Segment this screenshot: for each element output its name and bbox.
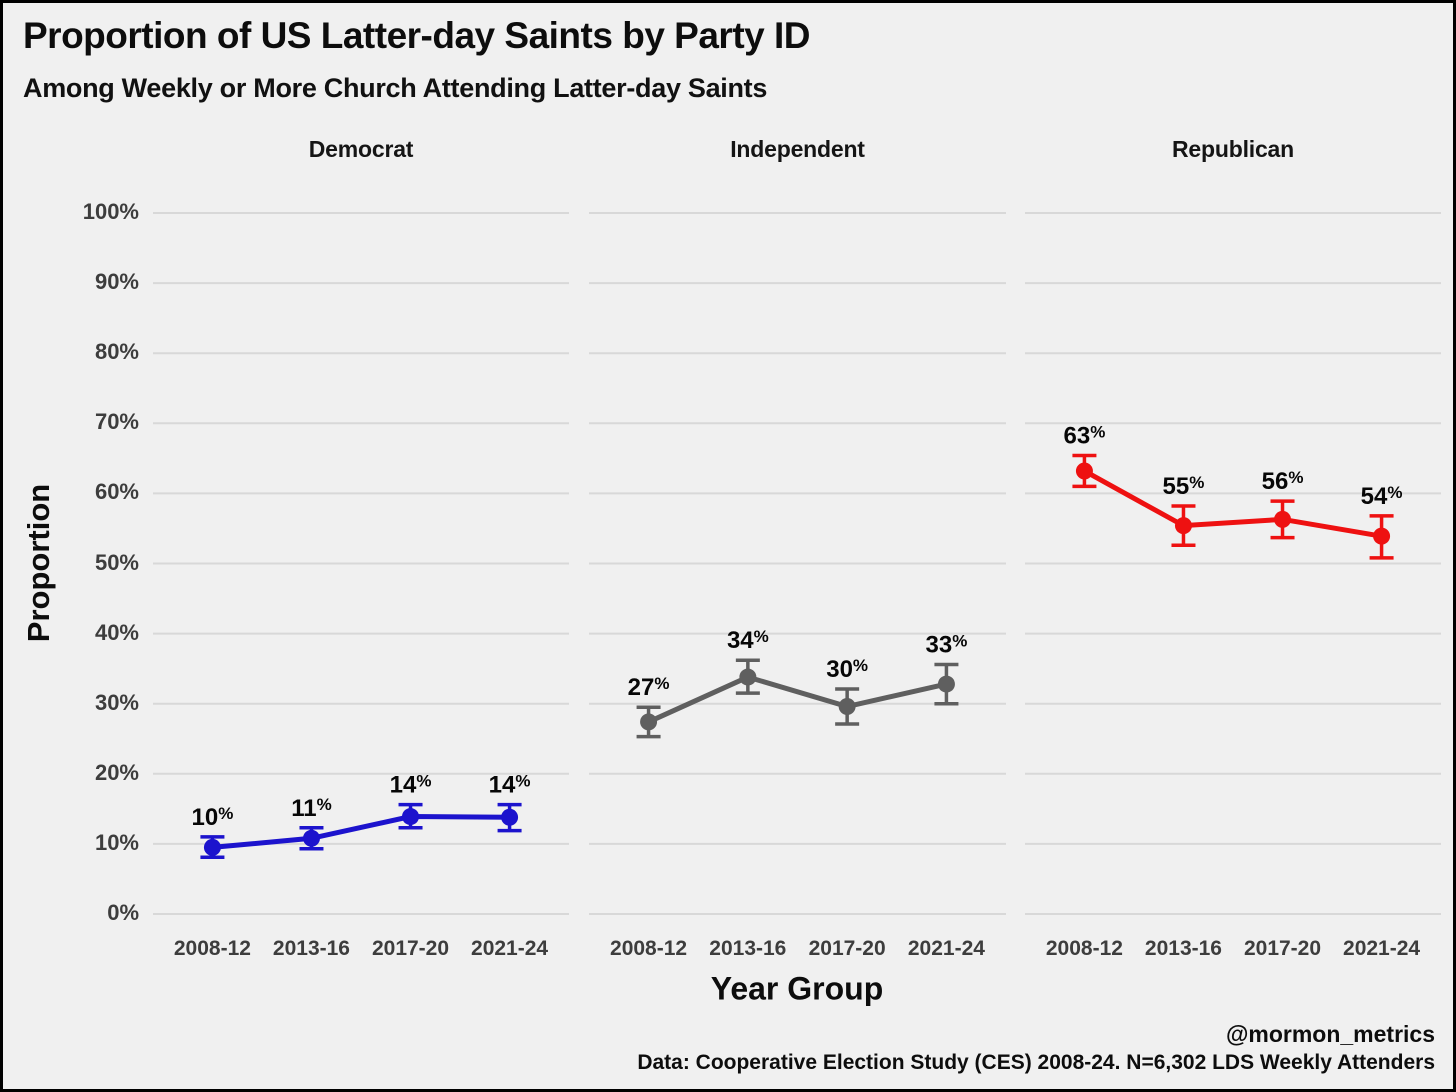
x-tick-label: 2017-20 [1243, 937, 1322, 960]
data-point [302, 829, 320, 847]
value-label: 54% [1361, 483, 1403, 510]
trend-line-independent [646, 674, 949, 725]
value-label: 34% [727, 627, 769, 654]
x-tick-label: 2008-12 [610, 937, 688, 960]
x-tick-label: 2008-12 [173, 937, 251, 960]
trend-line-democrat [209, 814, 513, 850]
y-tick-label: 0% [107, 900, 139, 925]
facet-title-democrat: Democrat [308, 136, 414, 162]
axis-labels-layer: Democrat 2008-12 2013-16 2017-20 2021-24 Inde… [3, 3, 1453, 1089]
data-point [1274, 510, 1292, 528]
data-point [937, 675, 955, 693]
data-point [1075, 462, 1093, 480]
y-tick-label: 20% [94, 759, 139, 785]
trend-line-republican [1081, 468, 1385, 539]
x-tick-label: 2021-24 [471, 937, 549, 960]
x-tick-label: 2013-16 [1144, 937, 1222, 960]
facet-panel-democrat: 10% 11% 14% 14% [153, 212, 569, 915]
y-tick-label: 60% [94, 479, 139, 505]
value-label: 27% [628, 674, 670, 701]
value-label: 30% [826, 656, 868, 683]
value-label: 33% [926, 631, 968, 658]
value-label: 10% [192, 804, 234, 831]
data-point [838, 698, 856, 716]
y-tick-label: 70% [94, 409, 139, 435]
data-point [1373, 527, 1391, 545]
x-axis-label: Year Group [710, 970, 884, 1007]
x-tick-label: 2017-20 [808, 937, 886, 960]
y-tick-label: 80% [94, 339, 139, 365]
facet-title-republican: Republican [1172, 136, 1294, 162]
y-tick-label: 90% [94, 269, 139, 295]
data-point [739, 668, 757, 686]
y-tick-label: 40% [94, 619, 139, 645]
value-label: 63% [1064, 423, 1106, 450]
author-handle: @mormon_metrics [1225, 1021, 1435, 1047]
x-tick-label: 2017-20 [371, 937, 450, 960]
chart-subtitle: Among Weekly or More Church Attending La… [23, 73, 768, 103]
x-tick-label: 2021-24 [907, 937, 985, 960]
value-label: 14% [489, 772, 531, 799]
y-tick-label: 100% [82, 199, 139, 224]
x-tick-label: 2008-12 [1045, 937, 1123, 960]
x-tick-label: 2013-16 [709, 937, 787, 960]
data-point [640, 713, 658, 731]
y-tick-label: 10% [94, 829, 139, 855]
value-label: 56% [1262, 468, 1304, 495]
value-label: 14% [390, 772, 432, 799]
facet-title-independent: Independent [730, 136, 865, 162]
value-label: 55% [1163, 473, 1205, 500]
data-point [203, 838, 221, 856]
data-point [1174, 517, 1192, 535]
x-tick-label: 2021-24 [1343, 937, 1421, 960]
y-tick-label: 50% [94, 549, 139, 575]
facet-panel-independent: 27% 34% 30% 33% [589, 212, 1006, 915]
data-source-note: Data: Cooperative Election Study (CES) 2… [637, 1051, 1435, 1074]
data-point [501, 808, 519, 826]
y-tick-label: 30% [94, 689, 139, 715]
chart-title: Proportion of US Latter-day Saints by Pa… [23, 15, 811, 56]
plot-area: 10% 11% 14% 14% 27% 34% 30% 33% 63% 55% 56% 54% [153, 212, 1441, 915]
data-point [402, 808, 420, 826]
x-tick-label: 2013-16 [272, 937, 350, 960]
facet-panel-republican: 63% 55% 56% 54% [1025, 212, 1441, 915]
value-label: 11% [291, 795, 332, 822]
